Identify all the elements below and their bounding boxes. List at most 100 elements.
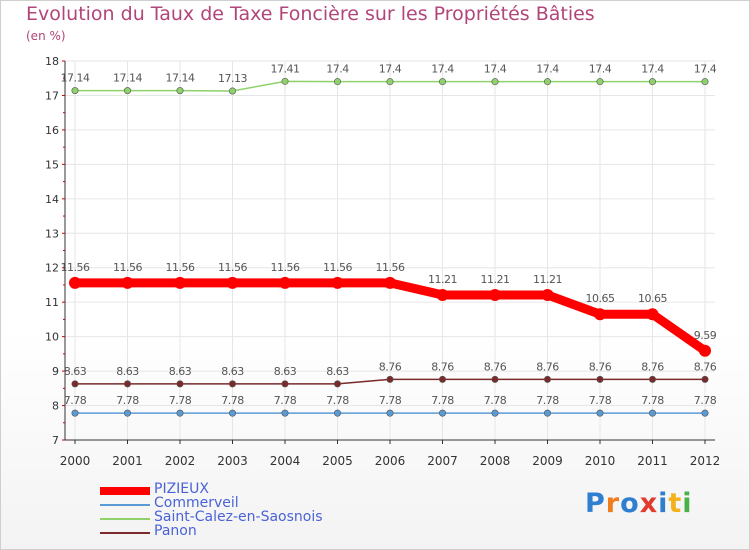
data-point — [701, 78, 709, 86]
data-point — [333, 409, 341, 417]
y-tick-label: 11 — [45, 296, 59, 309]
data-label: 11.21 — [481, 273, 510, 286]
data-point — [438, 409, 446, 417]
y-tick-label: 12 — [45, 262, 59, 275]
data-label: 8.76 — [694, 360, 717, 373]
data-point — [386, 409, 394, 417]
data-point — [281, 77, 289, 85]
data-label: 8.63 — [64, 365, 87, 378]
data-label: 7.78 — [484, 394, 507, 407]
data-point — [543, 375, 551, 383]
x-tick-label: 2009 — [532, 454, 563, 468]
data-point — [491, 78, 499, 86]
data-point — [646, 308, 659, 321]
data-point — [701, 409, 709, 417]
data-label: 7.78 — [169, 394, 192, 407]
data-label: 17.4 — [326, 63, 349, 76]
x-tick-label: 2005 — [322, 454, 353, 468]
legend-label: Commerveil — [154, 495, 239, 511]
data-label: 11.56 — [166, 261, 195, 274]
data-label: 17.4 — [641, 63, 664, 76]
data-point — [596, 375, 604, 383]
data-point — [594, 308, 606, 321]
data-point — [489, 288, 501, 301]
data-label: 8.76 — [589, 360, 612, 373]
x-tick-label: 2001 — [112, 454, 143, 468]
legend-label: Saint-Calez-en-Saosnois — [154, 509, 323, 525]
data-point — [596, 409, 604, 417]
data-point — [71, 409, 79, 417]
x-tick-label: 2002 — [165, 454, 196, 468]
chart-unit: (en %) — [26, 29, 66, 43]
data-label: 11.56 — [61, 261, 90, 274]
data-label: 11.21 — [533, 273, 562, 286]
data-label: 7.78 — [536, 394, 559, 407]
data-label: 17.13 — [218, 72, 247, 85]
data-point — [543, 78, 551, 86]
x-tick-label: 2000 — [60, 454, 91, 468]
data-label: 8.63 — [116, 365, 139, 378]
x-tick-label: 2010 — [585, 454, 616, 468]
data-label: 8.76 — [431, 360, 454, 373]
x-tick-label: 2006 — [375, 454, 406, 468]
data-label: 17.4 — [379, 63, 402, 76]
y-tick-label: 15 — [45, 158, 59, 171]
data-label: 17.41 — [271, 62, 300, 75]
data-point — [176, 380, 184, 388]
data-label: 7.78 — [64, 394, 87, 407]
data-label: 17.4 — [431, 63, 454, 76]
data-point — [229, 380, 237, 388]
data-point — [386, 375, 394, 383]
data-point — [648, 78, 656, 86]
data-label: 10.65 — [638, 292, 667, 305]
data-point — [174, 276, 186, 289]
data-point — [281, 409, 289, 417]
data-label: 17.4 — [589, 63, 612, 76]
data-label: 7.78 — [589, 394, 612, 407]
data-point — [71, 87, 79, 95]
data-point — [176, 87, 184, 95]
data-point — [701, 375, 709, 383]
legend-swatch — [100, 532, 150, 534]
data-label: 11.56 — [271, 261, 300, 274]
legend-swatch — [100, 487, 150, 495]
data-label: 17.4 — [694, 63, 717, 76]
data-point — [124, 87, 132, 95]
data-point — [124, 409, 132, 417]
data-label: 17.14 — [61, 72, 90, 85]
x-tick-label: 2007 — [427, 454, 458, 468]
data-label: 7.78 — [641, 394, 664, 407]
data-label: 11.56 — [323, 261, 352, 274]
y-tick-label: 16 — [45, 124, 59, 137]
data-point — [648, 375, 656, 383]
data-point — [71, 380, 79, 388]
data-label: 8.76 — [379, 360, 402, 373]
data-label: 17.14 — [113, 72, 142, 85]
legend-swatch — [100, 504, 150, 506]
data-label: 7.78 — [221, 394, 244, 407]
data-point — [226, 276, 239, 289]
data-point — [333, 78, 341, 86]
data-label: 8.63 — [221, 365, 244, 378]
y-tick-label: 7 — [52, 434, 59, 447]
y-tick-label: 9 — [52, 365, 59, 378]
data-point — [491, 409, 499, 417]
data-point — [333, 380, 341, 388]
y-tick-label: 8 — [52, 400, 59, 413]
data-point — [229, 87, 237, 95]
data-point — [541, 288, 554, 301]
data-point — [491, 375, 499, 383]
data-label: 7.78 — [274, 394, 297, 407]
data-label: 7.78 — [431, 394, 454, 407]
data-point — [279, 276, 291, 289]
data-point — [331, 276, 344, 289]
chart-title: Evolution du Taux de Taxe Foncière sur l… — [26, 3, 595, 25]
data-point — [596, 78, 604, 86]
data-point — [176, 409, 184, 417]
data-point — [121, 276, 134, 289]
x-tick-label: 2008 — [480, 454, 511, 468]
x-tick-label: 2011 — [637, 454, 668, 468]
legend-label: PIZIEUX — [154, 481, 209, 497]
data-label: 7.78 — [694, 394, 717, 407]
data-label: 11.56 — [376, 261, 405, 274]
